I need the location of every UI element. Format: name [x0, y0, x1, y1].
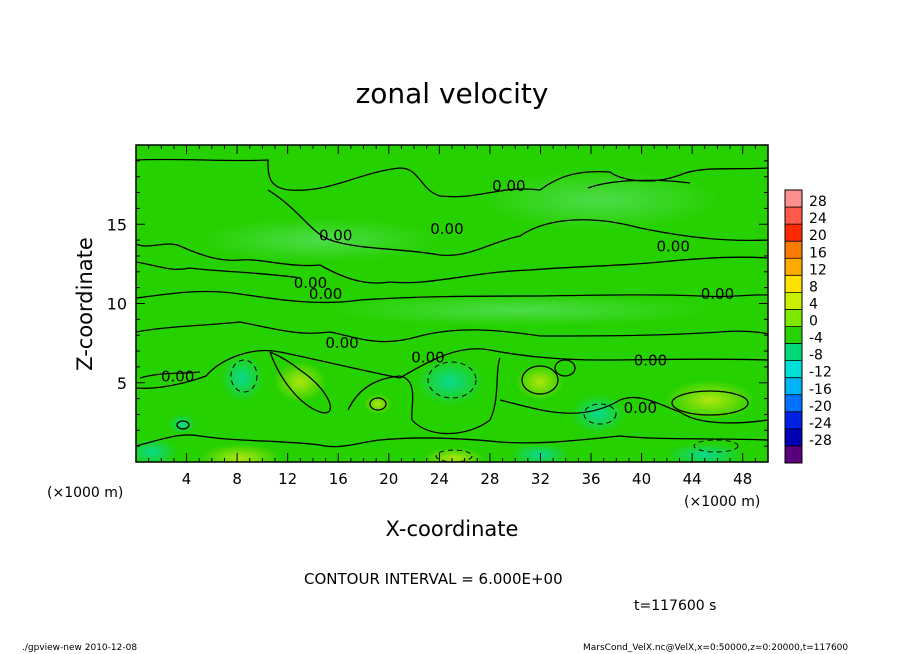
colorbar-segment — [785, 326, 802, 345]
colorbar-label: 20 — [809, 228, 827, 244]
colorbar-label: 16 — [809, 245, 827, 261]
colorbar-label: -4 — [809, 331, 823, 347]
x-unit-right: (×1000 m) — [684, 494, 760, 510]
colorbar-segment — [785, 360, 802, 379]
colorbar-segment — [785, 343, 802, 362]
contour-label: 0.00 — [624, 399, 657, 417]
colorbar-label: 28 — [809, 194, 827, 210]
footer-left: ./gpview-new 2010-12-08 — [22, 643, 137, 653]
colorbar-segment — [785, 445, 802, 464]
x-tick-label: 44 — [683, 470, 702, 488]
colorbar-label: -24 — [809, 416, 832, 432]
x-tick-label: 28 — [480, 470, 499, 488]
heatmap-field — [136, 145, 768, 462]
x-tick-label: 40 — [632, 470, 651, 488]
colorbar-label: -8 — [809, 348, 823, 364]
colorbar-segment — [785, 309, 802, 327]
colorbar-segment — [785, 275, 802, 293]
contour-labels: 0.000.000.000.000.000.00 0.000.000.00 0.00… — [161, 177, 734, 417]
colorbar-label: -28 — [809, 433, 832, 449]
colorbar-segment — [785, 224, 802, 242]
y-tick-label: 10 — [107, 295, 127, 314]
colorbar-label: -20 — [809, 399, 832, 415]
footer-right: MarsCond_VelX.nc@VelX,x=0:50000,z=0:2000… — [583, 643, 848, 653]
colorbar-segment — [785, 428, 802, 447]
x-axis-label: X-coordinate — [386, 517, 519, 541]
colorbar-label: 8 — [809, 279, 818, 295]
colorbar-segment — [785, 411, 802, 430]
x-tick-label: 36 — [581, 470, 600, 488]
x-tick-label: 20 — [379, 470, 398, 488]
y-tick-label: 15 — [107, 215, 127, 234]
x-tick-label: 32 — [531, 470, 550, 488]
contour-label: 0.00 — [161, 367, 194, 385]
contour-interval-text: CONTOUR INTERVAL = 6.000E+00 — [304, 570, 563, 588]
x-unit-left: (×1000 m) — [47, 485, 123, 501]
x-tick-label: 4 — [182, 470, 192, 488]
contour-label: 0.00 — [319, 226, 352, 244]
x-tick-label: 8 — [232, 470, 242, 488]
contour-label: 0.00 — [309, 285, 342, 303]
colorbar-segment — [785, 207, 802, 225]
contour-lines-negative — [230, 359, 739, 462]
colorbar-label: 0 — [809, 314, 818, 330]
colorbar-segment — [785, 258, 802, 276]
x-tick-label: 12 — [278, 470, 297, 488]
contour-label: 0.00 — [294, 274, 327, 292]
chart-title: zonal velocity — [356, 77, 549, 110]
colorbar-label: -16 — [809, 382, 832, 398]
colorbar-segment — [785, 292, 802, 310]
contour-label: 0.00 — [411, 348, 444, 366]
x-tick-label: 48 — [733, 470, 752, 488]
colorbar-label: -12 — [809, 365, 832, 381]
colorbar-segment — [785, 190, 802, 208]
x-axis: 4 8 12 16 20 24 28 32 36 40 44 48 — [148, 145, 756, 488]
colorbar-label: 24 — [809, 211, 827, 227]
x-tick-label: 16 — [329, 470, 348, 488]
y-tick-label: 5 — [117, 374, 127, 393]
contour-label: 0.00 — [430, 220, 463, 238]
contour-lines — [136, 158, 768, 448]
contour-label: 0.00 — [634, 352, 667, 370]
colorbar-label: 12 — [809, 262, 827, 278]
x-tick-label: 24 — [430, 470, 449, 488]
contour-label: 0.00 — [325, 334, 358, 352]
colorbar-segment — [785, 394, 802, 413]
contour-label: 0.00 — [656, 237, 689, 255]
colorbar-segment — [785, 241, 802, 259]
contour-label: 0.00 — [492, 177, 525, 195]
y-axis: 5 10 15 — [107, 160, 768, 447]
contour-label: 0.00 — [701, 285, 734, 303]
colorbar-label: 4 — [809, 296, 818, 312]
y-axis-label: Z-coordinate — [73, 237, 97, 371]
colorbar-segment — [785, 377, 802, 396]
time-stamp: t=117600 s — [634, 598, 716, 614]
